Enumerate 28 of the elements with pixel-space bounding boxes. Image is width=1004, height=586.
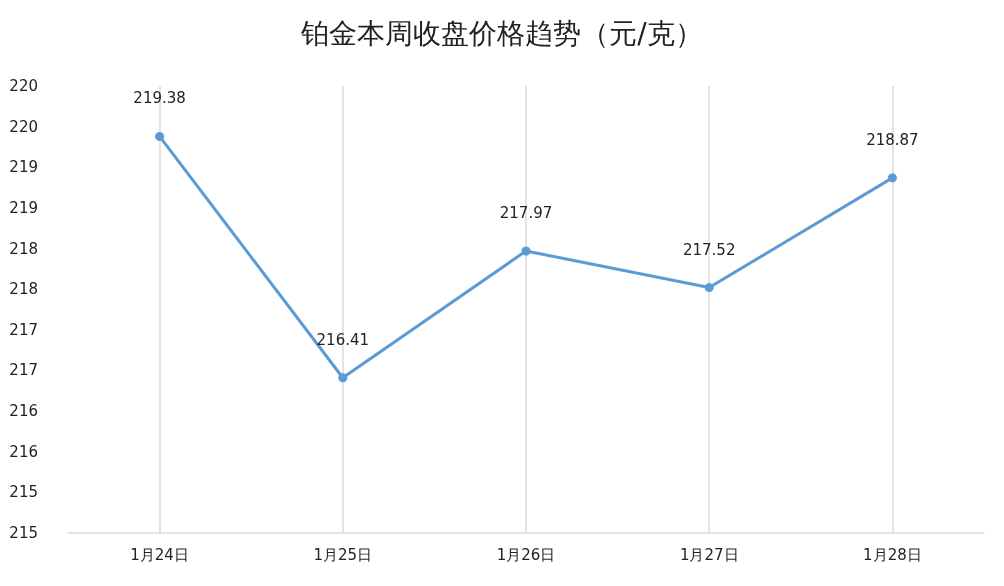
chart-title: 铂金本周收盘价格趋势（元/克） [300, 16, 703, 50]
y-tick-label: 216 [9, 402, 38, 421]
point [338, 373, 348, 383]
data-label: 217.97 [499, 203, 553, 222]
data-label: 216.41 [316, 330, 370, 349]
point [887, 173, 897, 183]
point [521, 246, 531, 256]
data-label: 219.38 [133, 89, 186, 108]
data-label: 218.87 [866, 130, 919, 149]
y-tick-label: 216 [9, 442, 38, 461]
y-tick-label: 219 [9, 158, 38, 177]
point [704, 283, 714, 293]
y-tick-label: 220 [9, 117, 38, 136]
x-tick-label: 1月26日 [496, 545, 556, 564]
y-tick-label: 217 [9, 320, 38, 339]
x-tick-label: 1月27日 [679, 545, 739, 564]
y-tick-label: 215 [9, 483, 38, 502]
y-tick-label: 215 [9, 524, 38, 542]
x-tick-label: 1月24日 [130, 545, 189, 564]
y-tick-label: 217 [9, 361, 38, 380]
data-label: 217.52 [682, 240, 736, 259]
y-tick-label: 219 [9, 198, 38, 217]
x-tick-label: 1月28日 [863, 545, 922, 564]
x-tick-label: 1月25日 [313, 545, 373, 564]
y-tick-label: 218 [9, 280, 38, 299]
y-tick-label: 218 [9, 239, 38, 258]
point [155, 131, 165, 141]
y-tick-label: 220 [9, 77, 38, 95]
